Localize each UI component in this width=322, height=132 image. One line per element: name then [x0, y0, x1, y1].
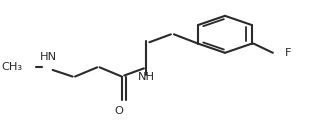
Text: O: O: [115, 106, 124, 116]
Text: F: F: [285, 48, 291, 58]
Text: HN: HN: [40, 52, 57, 62]
Text: NH: NH: [138, 72, 155, 82]
Text: CH₃: CH₃: [1, 62, 23, 72]
